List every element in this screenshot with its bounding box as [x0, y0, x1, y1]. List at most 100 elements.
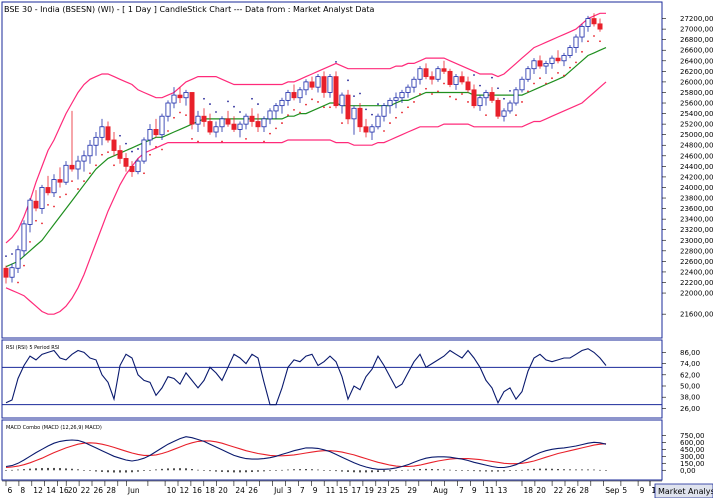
psar-dot [383, 130, 385, 132]
psar-dot [401, 111, 403, 114]
psar-dot [131, 150, 133, 153]
macd-hist-bar [203, 470, 205, 471]
psar-dot [305, 103, 307, 106]
candle-body [9, 267, 15, 278]
candle-body [399, 92, 405, 99]
psar-dot [143, 172, 145, 175]
price-tick-label: 21600,00 [680, 311, 713, 319]
psar-dot [473, 74, 475, 76]
macd-hist-bar [365, 470, 367, 473]
candle-body [429, 76, 435, 80]
x-tick-label: 24 [235, 486, 245, 495]
macd-hist-bar [137, 470, 139, 472]
psar-dot [269, 132, 271, 135]
candle-body [201, 115, 207, 122]
x-tick-label: 15 [339, 486, 349, 495]
psar-dot [5, 255, 7, 257]
psar-dot [125, 142, 127, 145]
price-tick-label: 22400,00 [680, 268, 713, 276]
candle-body [63, 164, 69, 183]
candle-body [465, 81, 471, 91]
psar-dot [479, 84, 481, 87]
psar-dot [233, 105, 235, 108]
candle-body [543, 63, 549, 67]
candle-body [477, 97, 483, 107]
candle-body [33, 200, 39, 209]
psar-dot [113, 164, 115, 167]
price-tick-label: 24400,00 [680, 163, 713, 171]
macd-hist-bar [299, 469, 301, 471]
x-tick-label: 26 [94, 486, 104, 495]
price-tick-label: 25400,00 [680, 110, 713, 118]
psar-dot [293, 108, 295, 111]
x-tick-label: 11 [485, 486, 495, 495]
candle-body [345, 94, 351, 120]
x-tick-label: 16 [192, 486, 202, 495]
psar-dot [299, 111, 301, 114]
x-tick-label: 12 [180, 486, 190, 495]
candle-body [303, 81, 309, 91]
candle-body [57, 179, 63, 183]
x-tick-label: 29 [407, 486, 417, 495]
macd-tick-label: 750,00 [680, 432, 705, 440]
psar-dot [539, 77, 541, 80]
x-tick-label: 20 [218, 486, 228, 495]
candle-body [183, 92, 189, 99]
candle-body [519, 78, 525, 91]
psar-dot [245, 138, 247, 140]
x-tick-label: 25 [390, 486, 400, 495]
candle-body [285, 92, 291, 101]
macd-hist-bar [275, 470, 277, 471]
macd-hist-bar [467, 470, 469, 471]
psar-dot [551, 77, 553, 80]
x-tick-label: 23 [377, 486, 387, 495]
psar-dot [53, 205, 55, 208]
candle-body [327, 76, 333, 93]
psar-dot [311, 98, 313, 101]
candle-body [117, 150, 123, 159]
psar-dot [221, 140, 223, 143]
macd-hist-bar [221, 470, 223, 472]
candle-body [471, 89, 477, 107]
macd-hist-bar [251, 470, 253, 473]
candle-body [585, 18, 591, 27]
macd-panel: MACD Combo (MACD (12,26,9) MACD) 0,00150… [1, 419, 705, 481]
price-tick-label: 24000,00 [680, 184, 713, 192]
psar-dot [395, 116, 397, 119]
macd-hist-bar [521, 469, 523, 471]
candle-body [453, 76, 459, 85]
macd-hist-bar [233, 470, 235, 473]
x-axis: 6 8 12 14 16 20 22 26 28 Jun 10 12 16 18 20 24 26 Jul 3 7 9 1… [2, 480, 662, 495]
candle-body [507, 102, 513, 112]
price-tick-label: 26800,00 [680, 36, 713, 44]
candle-body [69, 164, 75, 170]
candle-body [51, 179, 57, 194]
psar-dot [107, 151, 109, 154]
psar-dot [65, 193, 67, 196]
macd-hist-bar [335, 470, 337, 472]
macd-hist-bar [83, 470, 85, 471]
candle-body [387, 99, 393, 107]
candle-body [87, 144, 93, 157]
psar-dot [569, 66, 571, 69]
psar-dot [377, 103, 379, 105]
macd-hist-bar [287, 469, 289, 471]
psar-dot [95, 164, 97, 167]
psar-dot [437, 90, 439, 93]
macd-hist-bar [23, 469, 25, 471]
x-tick-label: 12 [33, 486, 43, 495]
candle-body [165, 102, 171, 117]
candle-body [525, 68, 531, 80]
macd-hist-bar [239, 470, 241, 473]
macd-hist-bar [461, 470, 463, 471]
psar-dot [443, 82, 445, 85]
candle-body [495, 99, 501, 117]
macd-hist-bar [65, 468, 67, 471]
candle-body [333, 76, 339, 107]
macd-hist-bar [245, 470, 247, 473]
x-tick-label: Jul [273, 486, 283, 495]
rsi-tick-label: 50,00 [680, 383, 700, 391]
macd-hist-bar [347, 470, 349, 472]
macd-hist-bar [539, 468, 541, 471]
